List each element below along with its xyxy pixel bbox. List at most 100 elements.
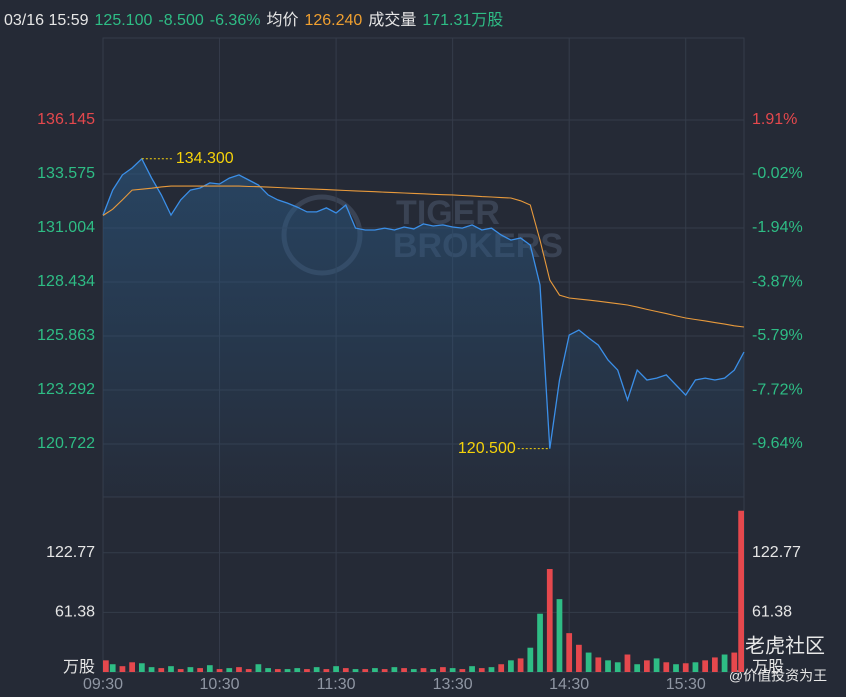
volume-bar (216, 669, 223, 672)
y-tick-label: 133.575 (37, 165, 95, 182)
y2-tick-label: -7.72% (752, 381, 803, 398)
volume-bar (440, 667, 446, 672)
volume-bar (546, 569, 553, 672)
volume-bar (187, 667, 194, 672)
volume-bar (323, 669, 330, 672)
volume-bar (352, 669, 359, 672)
volume-bar (236, 667, 242, 672)
annotation: 134.300 (176, 150, 234, 167)
volume-bar (653, 658, 660, 672)
quote-header: 03/16 15:59 125.100 -8.500 -6.36% 均价 126.240 成… (4, 6, 509, 30)
volume-bar (721, 654, 728, 672)
y-tick-label: 123.292 (37, 381, 95, 398)
volume-bar (119, 666, 126, 672)
volume-bar (304, 669, 310, 672)
volume-bar (362, 669, 369, 672)
volume-bar (148, 667, 155, 672)
y2-tick-label: -9.64% (752, 435, 803, 452)
change-pct: -6.36% (209, 12, 261, 29)
volume-bar (459, 669, 466, 672)
volume-bar (138, 663, 145, 672)
volume-bar (527, 647, 534, 672)
y2-tick-label: -5.79% (752, 327, 803, 344)
volume-bar (488, 667, 495, 672)
volume-bar (109, 664, 116, 672)
change: -8.500 (158, 12, 204, 29)
volume-bar (673, 664, 679, 672)
volume-bar (430, 669, 437, 672)
volume-bar (177, 669, 184, 672)
volume-bar (508, 660, 514, 672)
y2-tick-label: 122.77 (752, 544, 801, 561)
volume-bar (206, 665, 213, 672)
y2-tick-label: 1.91% (752, 111, 797, 128)
x-tick-label: 15:30 (666, 676, 706, 693)
community-mark: 老虎社区 (745, 634, 825, 657)
volume-bar (731, 652, 738, 672)
volume-bar (537, 613, 543, 672)
volume-bar (595, 657, 602, 672)
volume-bar (245, 669, 252, 672)
volume-bar (284, 669, 291, 672)
volume-bar (711, 657, 718, 672)
price-area (103, 158, 744, 498)
x-tick-label: 13:30 (433, 676, 473, 693)
volume-bar (692, 662, 699, 672)
avg-label: 均价 (266, 12, 299, 29)
y2-tick-label: 61.38 (752, 604, 792, 621)
volume-bar (168, 666, 174, 672)
y2-tick-label: -0.02% (752, 165, 803, 182)
y-tick-label: 131.004 (37, 219, 95, 236)
volume-bar (478, 668, 485, 672)
volume-bar (738, 510, 744, 672)
volume-bar (682, 663, 689, 672)
volume-bar (644, 660, 650, 672)
y-tick-label: 120.722 (37, 435, 95, 452)
unit-label: 万股 (63, 658, 95, 676)
volume-bar (576, 644, 582, 672)
price-line (102, 157, 745, 449)
volume-bar (410, 669, 417, 672)
volume-bar (391, 667, 398, 672)
y-tick-label: 61.38 (55, 604, 95, 621)
volume-bar (663, 662, 670, 672)
volume-bar (498, 664, 505, 672)
x-tick-label: 10:30 (200, 676, 240, 693)
annotation: 120.500 (458, 440, 516, 457)
volume-bar (129, 662, 136, 672)
avg: 126.240 (304, 12, 363, 29)
volume-bar (342, 668, 349, 672)
avg-line (102, 185, 745, 328)
volume-bar (634, 664, 641, 672)
author-mark: @价值投资为王 (729, 668, 827, 684)
y-tick-label: 125.863 (37, 327, 95, 344)
volume-bar (255, 664, 262, 672)
volume-bar (556, 599, 563, 672)
y2-tick-label: -1.94% (752, 219, 803, 236)
y2-tick-label: -3.87% (752, 273, 803, 290)
volume-bar (420, 668, 427, 672)
volume-bar (226, 668, 233, 672)
y-tick-label: 136.145 (37, 111, 95, 128)
volume-bar (517, 658, 524, 672)
volume-bar (469, 666, 475, 672)
datetime: 03/16 15:59 (4, 12, 89, 29)
volume-bar (381, 669, 388, 672)
volume-bar (624, 654, 631, 672)
volume-bar (294, 668, 301, 672)
volume-bar (605, 660, 611, 672)
volume-bar (372, 668, 378, 672)
volume-bar (103, 660, 109, 672)
volume-bar (401, 668, 407, 672)
volume-bar (265, 668, 271, 672)
price: 125.100 (94, 12, 153, 29)
volume-label: 成交量 (368, 12, 417, 29)
volume-bar (158, 668, 165, 672)
y-tick-label: 122.77 (46, 544, 95, 561)
volume-bar (585, 652, 592, 672)
volume-bar (313, 667, 320, 672)
volume-bar (274, 669, 281, 672)
x-tick-label: 14:30 (549, 676, 589, 693)
